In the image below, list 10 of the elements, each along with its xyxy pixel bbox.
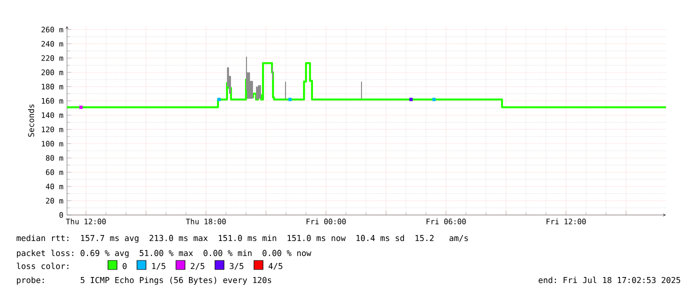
legend-label: 4/5 (268, 263, 282, 270)
legend-label: 1/5 (152, 263, 166, 270)
legend-label: 3/5 (230, 262, 244, 270)
text: probe: 5 ICMP Echo Pings (56 Bytes) every 120s (16, 276, 272, 285)
text: packet loss: 0.69 % avg 51.00 % max 0.00 % min 0.00 % now (16, 250, 312, 258)
text: end: Fri Jul 18 17:02:53 2025 (538, 276, 680, 284)
legend-label: 2/5 (190, 262, 204, 270)
legend-title: loss color: (16, 262, 68, 270)
legend-label: 0 (122, 262, 127, 270)
text: median rtt: 157.7 ms avg 213.0 ms max 151.0 ms min 151.0 ms now 10.4 ms sd 15.2 am/s (16, 234, 468, 243)
